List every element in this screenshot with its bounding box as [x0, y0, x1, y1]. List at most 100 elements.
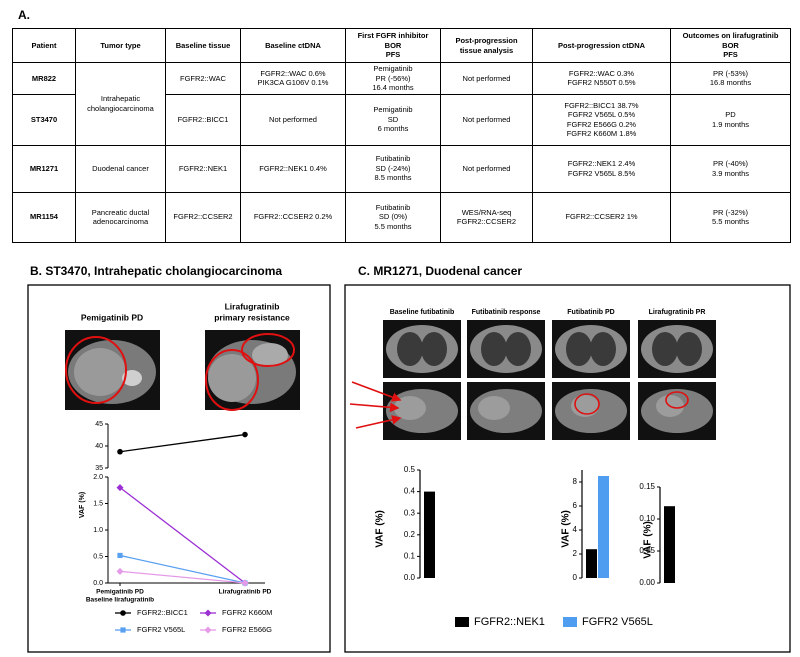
- cell-text: FGFR2 N550T 0.5%: [567, 78, 636, 88]
- cell-text: WES/RNA-seq: [461, 207, 512, 217]
- y-tick-label: 0.0: [404, 573, 416, 582]
- table-cell: WES/RNA-seq FGFR2::CCSER2: [440, 191, 533, 243]
- cell-text: Pemigatinib: [373, 64, 413, 73]
- cell-text: 8.5 months: [374, 173, 412, 183]
- y-tick-label: 2.0: [93, 474, 103, 481]
- cell-text: MR822: [31, 73, 57, 83]
- y-axis-label: VAF (%): [375, 510, 386, 548]
- header-text: PFS: [385, 50, 401, 60]
- table-cell: PR (-32%) 5.5 months: [670, 191, 791, 243]
- y-tick-label: 0: [573, 573, 578, 582]
- cell-text: PR (-53%): [712, 68, 748, 78]
- table-row: MR1154 Pancreatic ductal adenocarcinoma FGF…: [12, 191, 791, 243]
- y-tick-label: 0.3: [404, 508, 416, 517]
- panel-label: A.: [18, 8, 30, 22]
- header-text: Tumor type: [100, 40, 141, 50]
- series-line: [119, 487, 246, 584]
- y-tick-label: 0.1: [404, 552, 416, 561]
- marker: [242, 431, 248, 438]
- table-cell: Not performed: [440, 144, 533, 193]
- cell-text: FGFR2 K660M 1.8%: [566, 129, 637, 138]
- y-tick-label: 0.4: [404, 487, 416, 496]
- header-text: Patient: [31, 40, 57, 50]
- table-cell: Duodenal cancer: [75, 144, 166, 193]
- table-cell: Futibatinib SD (-24%) 8.5 months: [345, 144, 441, 193]
- y-tick-label: 35: [95, 465, 103, 472]
- x-tick-label: Lirafugratinib PD: [219, 589, 272, 596]
- table-row: MR822 Intrahepatic cholangiocarcinoma FGFR2…: [12, 62, 791, 146]
- table-cell: Intrahepatic cholangiocarcinoma: [75, 62, 166, 146]
- y-tick-label: 0.10: [639, 514, 655, 523]
- cell-text: Intrahepatic: [100, 94, 141, 104]
- cell-text: ST3470: [30, 114, 58, 124]
- cell-text: MR1154: [30, 212, 58, 222]
- cell-text: FGFR2::WAC 0.6%: [260, 68, 326, 78]
- header-text: BOR: [722, 40, 739, 50]
- table-cell: FGFR2::BICC1 38.7% FGFR2 V565L 0.5% FGFR2 …: [532, 93, 671, 146]
- header-row: Patient Tumor type Baseline tissue Baseline…: [12, 28, 791, 63]
- marker: [117, 552, 123, 559]
- table-cell: PR (-40%) 3.9 months: [670, 144, 791, 193]
- table-cell: FGFR2::NEK1 2.4% FGFR2 V565L 8.5%: [532, 144, 671, 193]
- image-label: Futibatinib response: [472, 309, 541, 316]
- y-tick-label: 0.0: [93, 580, 103, 587]
- table-cell: FGFR2::WAC: [165, 62, 241, 95]
- y-tick-label: 1.5: [93, 500, 103, 507]
- y-tick-label: 6: [573, 501, 578, 510]
- y-tick-label: 4: [573, 525, 578, 534]
- y-tick-label: 0.2: [404, 530, 416, 539]
- bar: [424, 491, 435, 578]
- y-axis-label: VAF (%): [79, 492, 86, 518]
- table-cell: FGFR2::NEK1: [165, 144, 241, 193]
- legend-label: FGFR2 E566G: [222, 625, 272, 634]
- legend-label: FGFR2::NEK1: [474, 616, 545, 628]
- header-text: PFS: [723, 50, 738, 60]
- table-cell: MR1271: [12, 144, 76, 193]
- header-cell: Tumor type: [75, 28, 166, 63]
- header-cell: Patient: [12, 28, 76, 63]
- marker: [241, 579, 249, 587]
- cell-text: Futibatinib: [375, 202, 411, 212]
- cell-text: adenocarcinoma: [92, 217, 149, 226]
- table-cell: FGFR2::CCSER2: [165, 191, 241, 243]
- cell-text: Futibatinib: [375, 154, 411, 164]
- header-cell: Outcomes on lirafugratinib BOR PFS: [670, 28, 791, 63]
- y-tick-label: 0.05: [639, 546, 655, 555]
- panel-title: B. ST3470, Intrahepatic cholangiocarcino…: [30, 264, 282, 278]
- marker: [116, 484, 124, 492]
- cell-text: FGFR2::CCSER2: [173, 212, 233, 222]
- image-label: Lirafugratinib PR: [649, 309, 706, 316]
- cell-text: MR1271: [29, 163, 59, 173]
- table-cell: FGFR2::NEK1 0.4%: [240, 144, 346, 193]
- cell-text: FGFR2 V565L 8.5%: [567, 168, 636, 178]
- table-cell: FGFR2::CCSER2 0.2%: [240, 191, 346, 243]
- y-tick-label: 2: [573, 549, 578, 558]
- y-tick-label: 1.0: [93, 527, 103, 534]
- x-tick-label: Pemigatinib PD: [96, 589, 144, 596]
- legend-swatch: [455, 617, 469, 627]
- cell-text: 3.9 months: [711, 168, 750, 178]
- cell-text: FGFR2::CCSER2 1%: [565, 212, 638, 222]
- panel-b-frame: [27, 284, 331, 653]
- cell-text: 16.8 months: [709, 78, 752, 88]
- cell-text: FGFR2 E566G 0.2%: [566, 119, 637, 129]
- table-cell: Not performed: [440, 62, 533, 95]
- cell-text: Not performed: [462, 73, 511, 83]
- table-row: MR1271 Duodenal cancer FGFR2::NEK1 FGFR2::N…: [12, 144, 791, 193]
- panel-c-frame: [344, 284, 791, 653]
- y-axis-label: VAF (%): [561, 510, 572, 548]
- legend-label: FGFR2 K660M: [222, 608, 272, 617]
- table-cell: FGFR2::WAC 0.6% PIK3CA G106V 0.1%: [240, 62, 346, 95]
- header-text: Baseline tissue: [175, 40, 231, 50]
- y-tick-label: 0.5: [93, 553, 103, 560]
- cell-text: FGFR2::NEK1: [178, 163, 228, 173]
- header-text: BOR: [384, 40, 402, 50]
- x-tick-label: Baseline lirafugratinib: [86, 597, 154, 604]
- cell-text: FGFR2::CCSER2 0.2%: [253, 212, 333, 222]
- series-line: [119, 570, 246, 584]
- cell-text: 1.9 months: [711, 119, 750, 129]
- bar: [598, 476, 609, 578]
- header-cell: Baseline ctDNA: [240, 28, 346, 63]
- marker: [204, 609, 212, 617]
